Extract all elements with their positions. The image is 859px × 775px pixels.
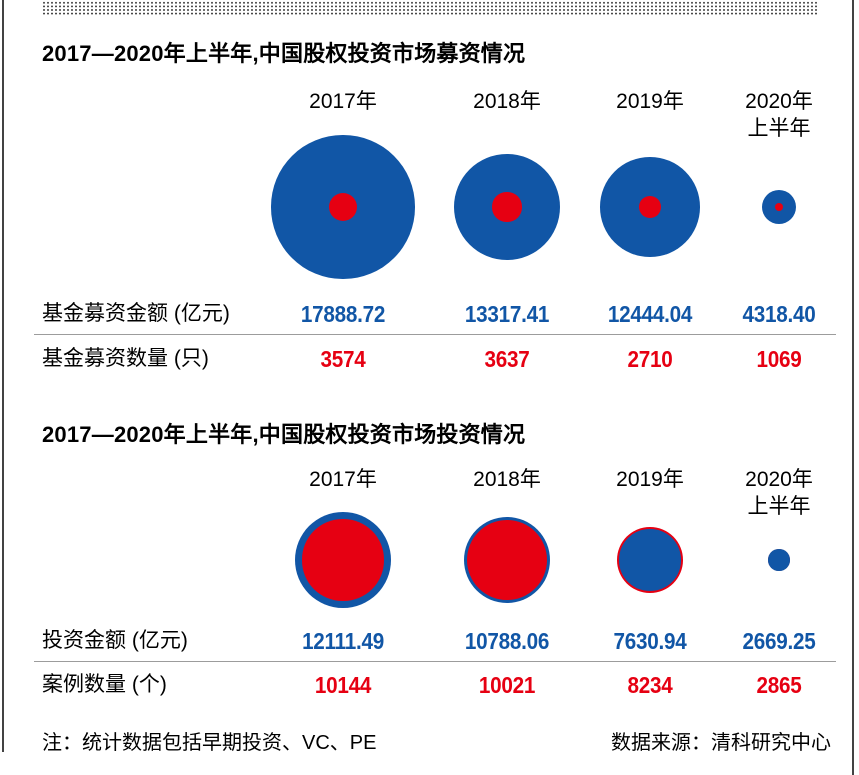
value-investment-amount-2017: 12111.49	[302, 628, 384, 654]
count-bubble-2018年	[492, 192, 522, 222]
value-fundraising-count-2020h1: 1069	[756, 346, 802, 372]
count-bubble-2020年上半年	[774, 202, 784, 212]
row-divider-1	[34, 334, 836, 335]
amount-bubble-2017年	[271, 135, 415, 279]
year-label-s1-2018: 2018年	[432, 88, 582, 115]
value-fundraising-amount-2017: 17888.72	[300, 301, 386, 327]
year-label-s1-2017: 2017年	[268, 88, 418, 115]
value-fundraising-amount-2020h1: 4318.40	[742, 301, 816, 327]
footer-data-source: 数据来源：清科研究中心	[611, 732, 831, 754]
year-label-line1: 2020年	[745, 468, 813, 491]
row-label-fundraising-amount: 基金募资金额 (亿元)	[42, 302, 230, 325]
year-label-s2-2018: 2018年	[432, 466, 582, 493]
count-bubble-2017年	[328, 192, 358, 222]
year-label-line1: 2018年	[473, 90, 541, 113]
value-fundraising-amount-2018: 13317.41	[464, 301, 550, 327]
value-case-count-2019: 8234	[627, 672, 673, 698]
value-fundraising-count-2019: 2710	[627, 346, 673, 372]
value-case-count-2018: 10021	[478, 672, 536, 698]
value-investment-amount-2020h1: 2669.25	[742, 628, 816, 654]
value-fundraising-count-2017: 3574	[320, 346, 366, 372]
value-fundraising-count-2018: 3637	[484, 346, 530, 372]
amount-bubble-2020年上半年	[768, 549, 790, 571]
dotted-strip	[42, 1, 817, 15]
year-label-s1-2020h1: 2020年 上半年	[704, 88, 854, 142]
year-label-s1-2019: 2019年	[575, 88, 725, 115]
count-bubble-2018年	[466, 519, 548, 601]
amount-bubble-2017年	[294, 511, 392, 609]
count-bubble-2019年	[639, 196, 661, 218]
value-case-count-2017: 10144	[314, 672, 372, 698]
count-bubble-2017年	[302, 519, 384, 601]
row-label-case-count: 案例数量 (个)	[42, 673, 167, 696]
row-label-investment-amount: 投资金额 (亿元)	[42, 629, 188, 652]
left-border-line	[2, 0, 4, 752]
year-label-line2: 上半年	[747, 117, 811, 140]
year-label-line1: 2018年	[473, 468, 541, 491]
count-bubble-2019年	[617, 527, 683, 593]
value-case-count-2020h1: 2865	[756, 672, 802, 698]
section-2-title: 2017—2020年上半年,中国股权投资市场投资情况	[42, 422, 526, 447]
row-divider-2	[34, 661, 836, 662]
year-label-line1: 2017年	[309, 90, 377, 113]
year-label-line1: 2019年	[616, 468, 684, 491]
amount-bubble-2019年	[600, 157, 700, 257]
year-label-line1: 2019年	[616, 90, 684, 113]
value-fundraising-amount-2019: 12444.04	[607, 301, 693, 327]
year-label-s2-2019: 2019年	[575, 466, 725, 493]
year-label-s2-2020h1: 2020年 上半年	[704, 466, 854, 520]
footer-note: 注：统计数据包括早期投资、VC、PE	[42, 732, 377, 754]
right-border-line	[852, 0, 854, 775]
year-label-line1: 2017年	[309, 468, 377, 491]
year-label-line2: 上半年	[747, 495, 811, 518]
row-label-fundraising-count: 基金募资数量 (只)	[42, 347, 209, 370]
amount-bubble-2018年	[453, 153, 561, 261]
value-investment-amount-2018: 10788.06	[464, 628, 550, 654]
amount-bubble-2020年上半年	[761, 189, 797, 225]
section-1-title: 2017—2020年上半年,中国股权投资市场募资情况	[42, 41, 526, 66]
value-investment-amount-2019: 7630.94	[613, 628, 687, 654]
amount-bubble-2019年	[619, 529, 681, 591]
year-label-line1: 2020年	[745, 90, 813, 113]
count-bubble-2020年上半年	[767, 548, 791, 572]
amount-bubble-2018年	[463, 516, 551, 604]
year-label-s2-2017: 2017年	[268, 466, 418, 493]
